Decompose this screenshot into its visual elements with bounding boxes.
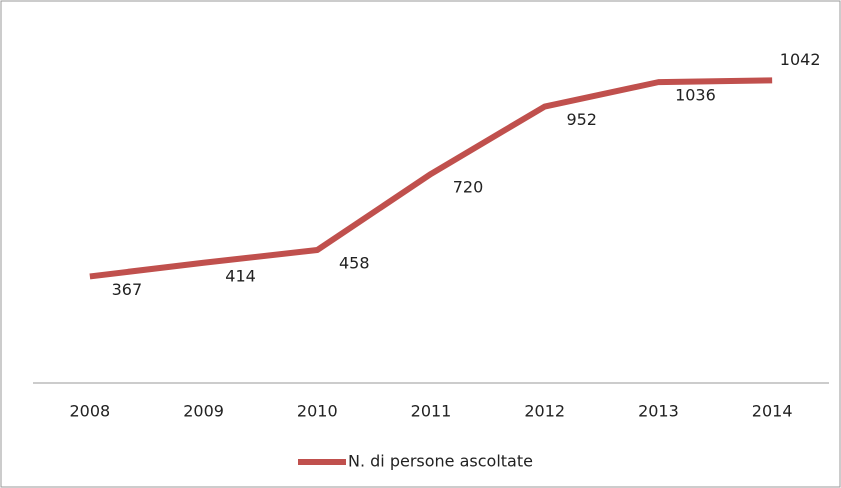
x-tick-label: 2009 — [183, 402, 224, 421]
data-label: 414 — [225, 266, 256, 285]
data-label: 1036 — [675, 86, 716, 105]
data-label: 720 — [453, 177, 484, 196]
data-label: 458 — [339, 253, 370, 272]
series-line — [89, 77, 773, 280]
data-label: 952 — [566, 110, 597, 129]
x-tick-label: 2012 — [524, 402, 565, 421]
x-tick-label: 2010 — [297, 402, 338, 421]
x-tick-label: 2011 — [411, 402, 452, 421]
data-label: 1042 — [780, 50, 821, 69]
x-tick-label: 2014 — [752, 402, 793, 421]
data-label: 367 — [112, 280, 143, 299]
x-tick-label: 2013 — [638, 402, 679, 421]
x-tick-label: 2008 — [69, 402, 110, 421]
legend-label: N. di persone ascoltate — [348, 452, 533, 471]
